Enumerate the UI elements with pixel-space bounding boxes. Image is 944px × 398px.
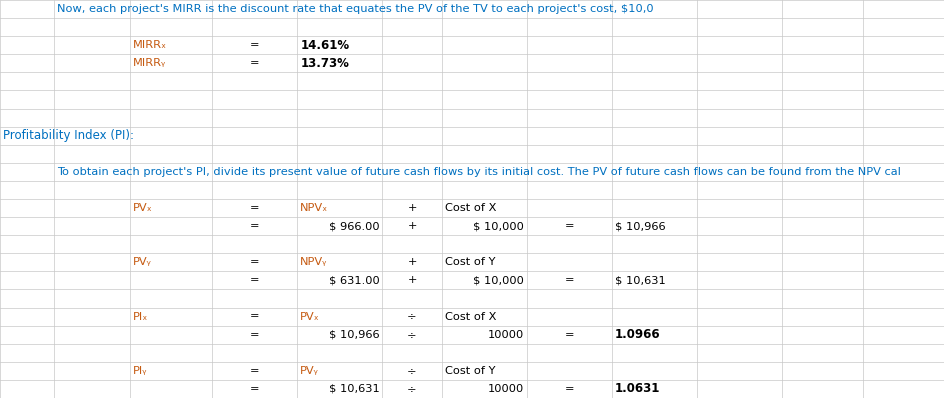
Text: +: + (408, 203, 416, 213)
Text: +: + (408, 275, 416, 285)
Text: Profitability Index (PI):: Profitability Index (PI): (3, 129, 134, 142)
Text: $ 10,966: $ 10,966 (615, 221, 666, 231)
Text: =: = (565, 275, 574, 285)
Text: ÷: ÷ (407, 366, 417, 376)
Text: NPVᵧ: NPVᵧ (300, 258, 328, 267)
Text: ÷: ÷ (407, 312, 417, 322)
Text: $ 10,000: $ 10,000 (473, 221, 524, 231)
Text: 10000: 10000 (487, 330, 524, 339)
Text: 1.0631: 1.0631 (615, 382, 660, 396)
Text: Now, each project's MIRR is the discount rate that equates the PV of the TV to e: Now, each project's MIRR is the discount… (57, 4, 653, 14)
Text: 10000: 10000 (487, 384, 524, 394)
Text: =: = (250, 203, 260, 213)
Text: Cost of X: Cost of X (445, 312, 497, 322)
Text: NPVₓ: NPVₓ (300, 203, 329, 213)
Text: PIᵧ: PIᵧ (133, 366, 148, 376)
Text: +: + (408, 258, 416, 267)
Text: $ 10,000: $ 10,000 (473, 275, 524, 285)
Text: =: = (250, 330, 260, 339)
Text: 1.0966: 1.0966 (615, 328, 661, 341)
Text: =: = (250, 258, 260, 267)
Text: $ 10,631: $ 10,631 (329, 384, 379, 394)
Text: =: = (565, 330, 574, 339)
Text: ÷: ÷ (407, 384, 417, 394)
Text: PVᵧ: PVᵧ (300, 366, 319, 376)
Text: +: + (408, 221, 416, 231)
Text: PIₓ: PIₓ (133, 312, 148, 322)
Text: ÷: ÷ (407, 330, 417, 339)
Text: =: = (250, 275, 260, 285)
Text: PVₓ: PVₓ (133, 203, 153, 213)
Text: $ 966.00: $ 966.00 (329, 221, 379, 231)
Text: 14.61%: 14.61% (300, 39, 349, 52)
Text: =: = (250, 59, 260, 68)
Text: =: = (250, 221, 260, 231)
Text: To obtain each project's PI, divide its present value of future cash flows by it: To obtain each project's PI, divide its … (57, 167, 901, 177)
Text: MIRRᵧ: MIRRᵧ (133, 59, 166, 68)
Text: PVₓ: PVₓ (300, 312, 320, 322)
Text: =: = (565, 384, 574, 394)
Text: =: = (565, 221, 574, 231)
Text: $ 10,966: $ 10,966 (329, 330, 379, 339)
Text: =: = (250, 40, 260, 50)
Text: $ 631.00: $ 631.00 (329, 275, 379, 285)
Text: =: = (250, 312, 260, 322)
Text: 13.73%: 13.73% (300, 57, 349, 70)
Text: PVᵧ: PVᵧ (133, 258, 152, 267)
Text: =: = (250, 384, 260, 394)
Text: Cost of Y: Cost of Y (445, 366, 496, 376)
Text: $ 10,631: $ 10,631 (615, 275, 666, 285)
Text: Cost of Y: Cost of Y (445, 258, 496, 267)
Text: =: = (250, 366, 260, 376)
Text: MIRRₓ: MIRRₓ (133, 40, 167, 50)
Text: Cost of X: Cost of X (445, 203, 497, 213)
